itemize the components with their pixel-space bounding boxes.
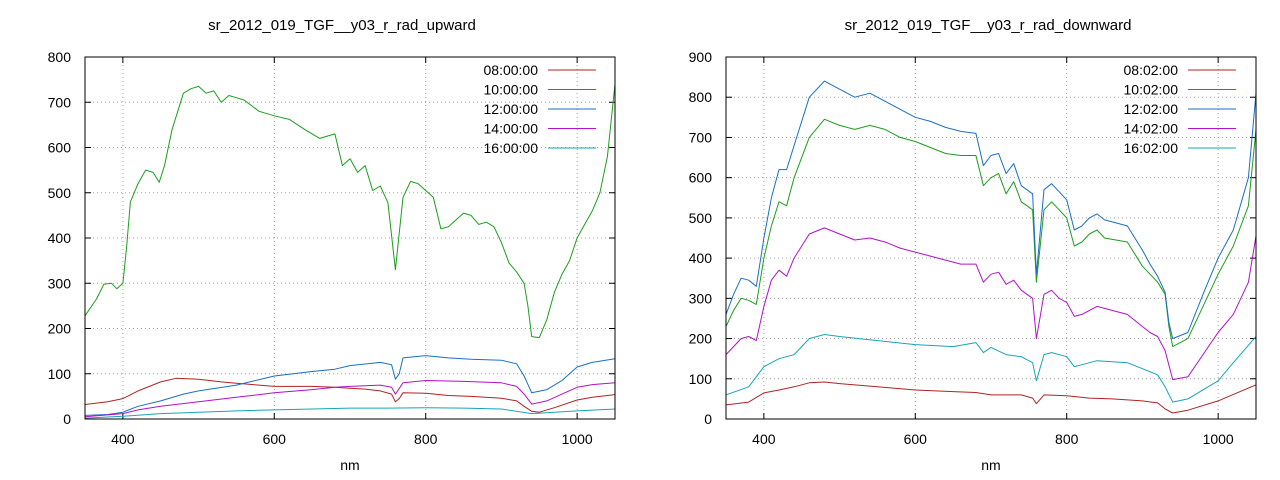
y-tick-label: 0 — [704, 411, 712, 427]
legend-label: 08:02:00 — [1124, 62, 1179, 78]
chart-panel-2: sr_2012_019_TGF__y03_r_rad_downward 0 100 2… — [689, 17, 1257, 473]
legend-label: 10:02:00 — [1124, 82, 1179, 98]
y-tick-label: 500 — [48, 185, 72, 201]
x-tick-label: 1000 — [562, 431, 593, 447]
y-tick-label: 300 — [689, 290, 713, 306]
series-line-140200 — [726, 227, 1256, 381]
series-line-120000 — [85, 355, 615, 416]
y-tick-label: 700 — [689, 129, 713, 145]
y-tick-label: 100 — [689, 371, 713, 387]
x-tick-label: 400 — [111, 431, 135, 447]
y-tick-label: 200 — [689, 331, 713, 347]
y-tick-label: 600 — [48, 140, 72, 156]
y-tick-label: 400 — [48, 230, 72, 246]
y-tick-label: 600 — [689, 170, 713, 186]
legend-label: 14:00:00 — [484, 121, 539, 137]
series-group — [85, 84, 615, 419]
plot-frame — [725, 56, 1257, 420]
legend-label: 08:00:00 — [484, 62, 539, 78]
series-line-140000 — [85, 380, 615, 418]
series-line-100000 — [85, 84, 615, 339]
x-tick-label: 800 — [414, 431, 438, 447]
x-tick-label: 1000 — [1203, 431, 1234, 447]
x-tick-label: 800 — [1055, 431, 1079, 447]
y-tick-label: 700 — [48, 94, 72, 110]
y-tick-label: 300 — [48, 275, 72, 291]
y-tick-label: 400 — [689, 250, 713, 266]
y-tick-label: 900 — [689, 49, 713, 65]
chart-title: sr_2012_019_TGF__y03_r_rad_downward — [845, 17, 1132, 34]
plot-frame — [84, 56, 616, 420]
x-tick-label: 600 — [263, 431, 287, 447]
series-group — [726, 80, 1256, 414]
series-line-080200 — [726, 381, 1256, 414]
series-line-160000 — [85, 407, 615, 419]
y-tick-label: 800 — [48, 49, 72, 65]
y-tick-label: 200 — [48, 321, 72, 337]
series-line-160200 — [726, 334, 1256, 403]
legend-label: 12:00:00 — [484, 101, 539, 117]
legend-label: 10:00:00 — [484, 82, 539, 98]
chart-title: sr_2012_019_TGF__y03_r_rad_upward — [208, 17, 476, 34]
legend-label: 12:02:00 — [1124, 101, 1179, 117]
y-tick-label: 500 — [689, 210, 713, 226]
y-tick-label: 0 — [63, 411, 71, 427]
series-line-100200 — [726, 118, 1256, 348]
x-axis-label: nm — [340, 457, 359, 473]
y-tick-label: 800 — [689, 89, 713, 105]
x-tick-label: 400 — [752, 431, 776, 447]
series-line-120200 — [726, 80, 1256, 340]
legend: 08:02:00 10:02:00 12:02:00 14:02:00 16:02:00 — [1124, 62, 1236, 156]
legend-label: 16:02:00 — [1124, 140, 1179, 156]
series-line-080000 — [85, 377, 615, 413]
legend-label: 16:00:00 — [484, 140, 539, 156]
legend-label: 14:02:00 — [1124, 121, 1179, 137]
chart-panel-1: sr_2012_019_TGF__y03_r_rad_upward 0 100 200… — [48, 17, 616, 473]
x-axis-label: nm — [981, 457, 1000, 473]
y-tick-label: 100 — [48, 366, 72, 382]
legend: 08:00:00 10:00:00 12:00:00 14:00:00 16:00:00 — [484, 62, 596, 156]
x-tick-label: 600 — [904, 431, 928, 447]
